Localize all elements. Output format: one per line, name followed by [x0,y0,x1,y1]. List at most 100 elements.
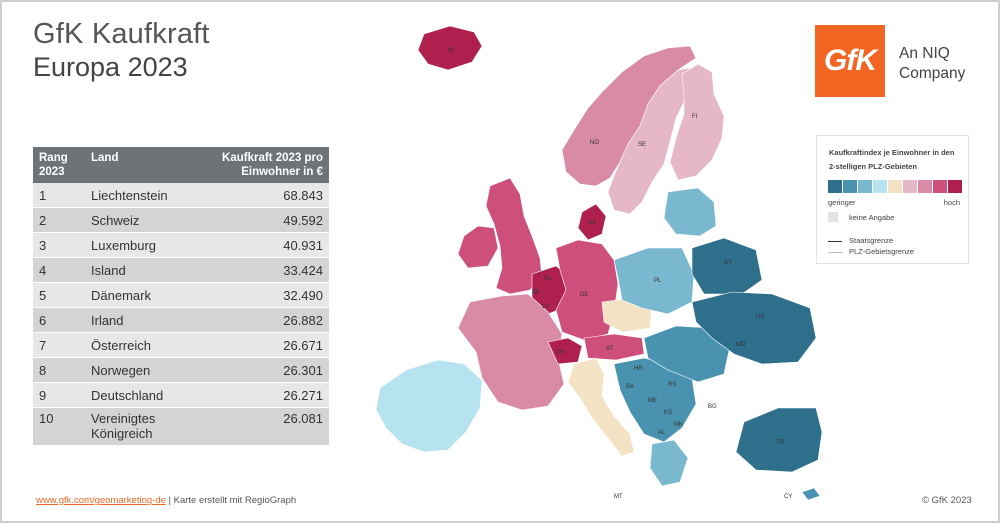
map-region-belarus [691,237,763,295]
map-label: MD [736,342,746,348]
map-label: MT [614,494,623,500]
map-label: KS [664,410,672,416]
map-label: FI [692,114,698,120]
value-cell: 26.271 [197,382,329,408]
map-region-austria [583,333,645,361]
map-label: AL [658,430,666,436]
rank-cell: 6 [33,307,85,333]
map-region-turkey [735,407,822,473]
value-cell: 26.671 [197,332,329,358]
map-label: RS [668,382,676,388]
table-row: 10 Vereinigtes Königreich 26.081 [33,407,329,446]
col-rank-header: Rang 2023 [33,147,85,183]
table-row: 7 Österreich 26.671 [33,332,329,358]
geomarketing-link[interactable]: www.gfk.com/geomarketing-de [36,495,166,506]
map-label: LU [542,304,550,310]
table-row: 8 Norwegen 26.301 [33,357,329,383]
ramp-swatch [858,180,872,193]
value-cell: 49.592 [197,207,329,233]
footer: www.gfk.com/geomarketing-de | Karte erst… [36,495,296,506]
map-region-iberia [375,359,483,453]
map-region-baltics [663,187,717,237]
map-label: SE [638,142,646,148]
no-data-swatch [828,212,838,222]
map-label: BG [708,404,717,410]
table-row: 4 Island 33.424 [33,257,329,283]
map-region-greece [649,439,689,487]
col-value-header: Kaufkraft 2023 pro Einwohner in € [197,147,329,183]
map-label: CY [784,494,792,500]
country-cell: Liechtenstein [85,183,197,208]
rank-cell: 4 [33,257,85,283]
ramp-swatch [843,180,857,193]
plz-border-label: PLZ-Gebietsgrenze [849,247,915,256]
map-label: ME [648,398,657,404]
map-label: CH [556,350,565,356]
title-line1: GfK Kaufkraft [33,18,210,50]
map-region-germany [555,239,619,341]
map-region-denmark [577,203,607,241]
ranking-table: Rang 2023 Land Kaufkraft 2023 pro Einwoh… [33,147,329,446]
map-label: IS [448,48,454,54]
value-cell: 32.490 [197,282,329,308]
country-cell: Deutschland [85,382,197,408]
country-cell: Norwegen [85,357,197,383]
country-cell: Luxemburg [85,232,197,258]
state-border-symbol [828,241,842,242]
plz-border-symbol [828,252,842,253]
map-label: MK [674,422,683,428]
rank-cell: 5 [33,282,85,308]
map-label: UA [756,314,764,320]
ramp-swatch [903,180,917,193]
table-header-row: Rang 2023 Land Kaufkraft 2023 pro Einwoh… [33,147,329,183]
table-row: 1 Liechtenstein 68.843 [33,183,329,208]
value-cell: 26.882 [197,307,329,333]
value-cell: 26.081 [197,407,329,446]
rank-cell: 1 [33,183,85,208]
footer-credit: | Karte erstellt mit RegioGraph [165,495,297,506]
map-region-cyprus [801,487,821,501]
gfk-logo-mark: GfK [824,44,877,77]
table-row: 6 Irland 26.882 [33,307,329,333]
map-label: AT [606,346,614,352]
value-cell: 33.424 [197,257,329,283]
rank-cell: 10 [33,407,85,446]
map-label: BA [626,384,634,390]
legend-low-label: geringer [828,198,856,207]
value-cell: 40.931 [197,232,329,258]
map-region-finland [669,63,725,181]
value-cell: 68.843 [197,183,329,208]
value-cell: 26.301 [197,357,329,383]
map-label: BY [724,260,732,266]
map-region-ireland [457,225,499,269]
map-region-poland [613,247,695,315]
country-cell: Schweiz [85,207,197,233]
map-label: NO [590,140,599,146]
table-row: 3 Luxemburg 40.931 [33,232,329,258]
no-data-label: keine Angabe [849,213,895,222]
map-region-hungary-romania [643,325,731,383]
ramp-swatch [828,180,842,193]
country-cell: Vereinigtes Königreich [85,407,197,446]
map-label: DK [588,220,596,226]
country-cell: Österreich [85,332,197,358]
col-country-header: Land [85,147,197,183]
map-label: HR [634,366,643,372]
ramp-swatch [873,180,887,193]
rank-cell: 7 [33,332,85,358]
state-border-label: Staatsgrenze [849,236,894,245]
legend-high-label: hoch [943,198,960,207]
rank-cell: 2 [33,207,85,233]
country-cell: Dänemark [85,282,197,308]
map-region-uk [485,177,543,295]
rank-cell: 9 [33,382,85,408]
title-line2: Europa 2023 [33,52,188,82]
europe-purchasing-power-map: IS NO SE FI DK NL BE LU DE PL CH AT BY U… [375,25,822,501]
ramp-swatch [888,180,902,193]
map-region-sweden [607,67,691,215]
gfk-logo: GfK [815,25,885,97]
map-region-ukraine [691,291,817,365]
map-label: BE [532,290,540,296]
table-row: 9 Deutschland 26.271 [33,382,329,408]
